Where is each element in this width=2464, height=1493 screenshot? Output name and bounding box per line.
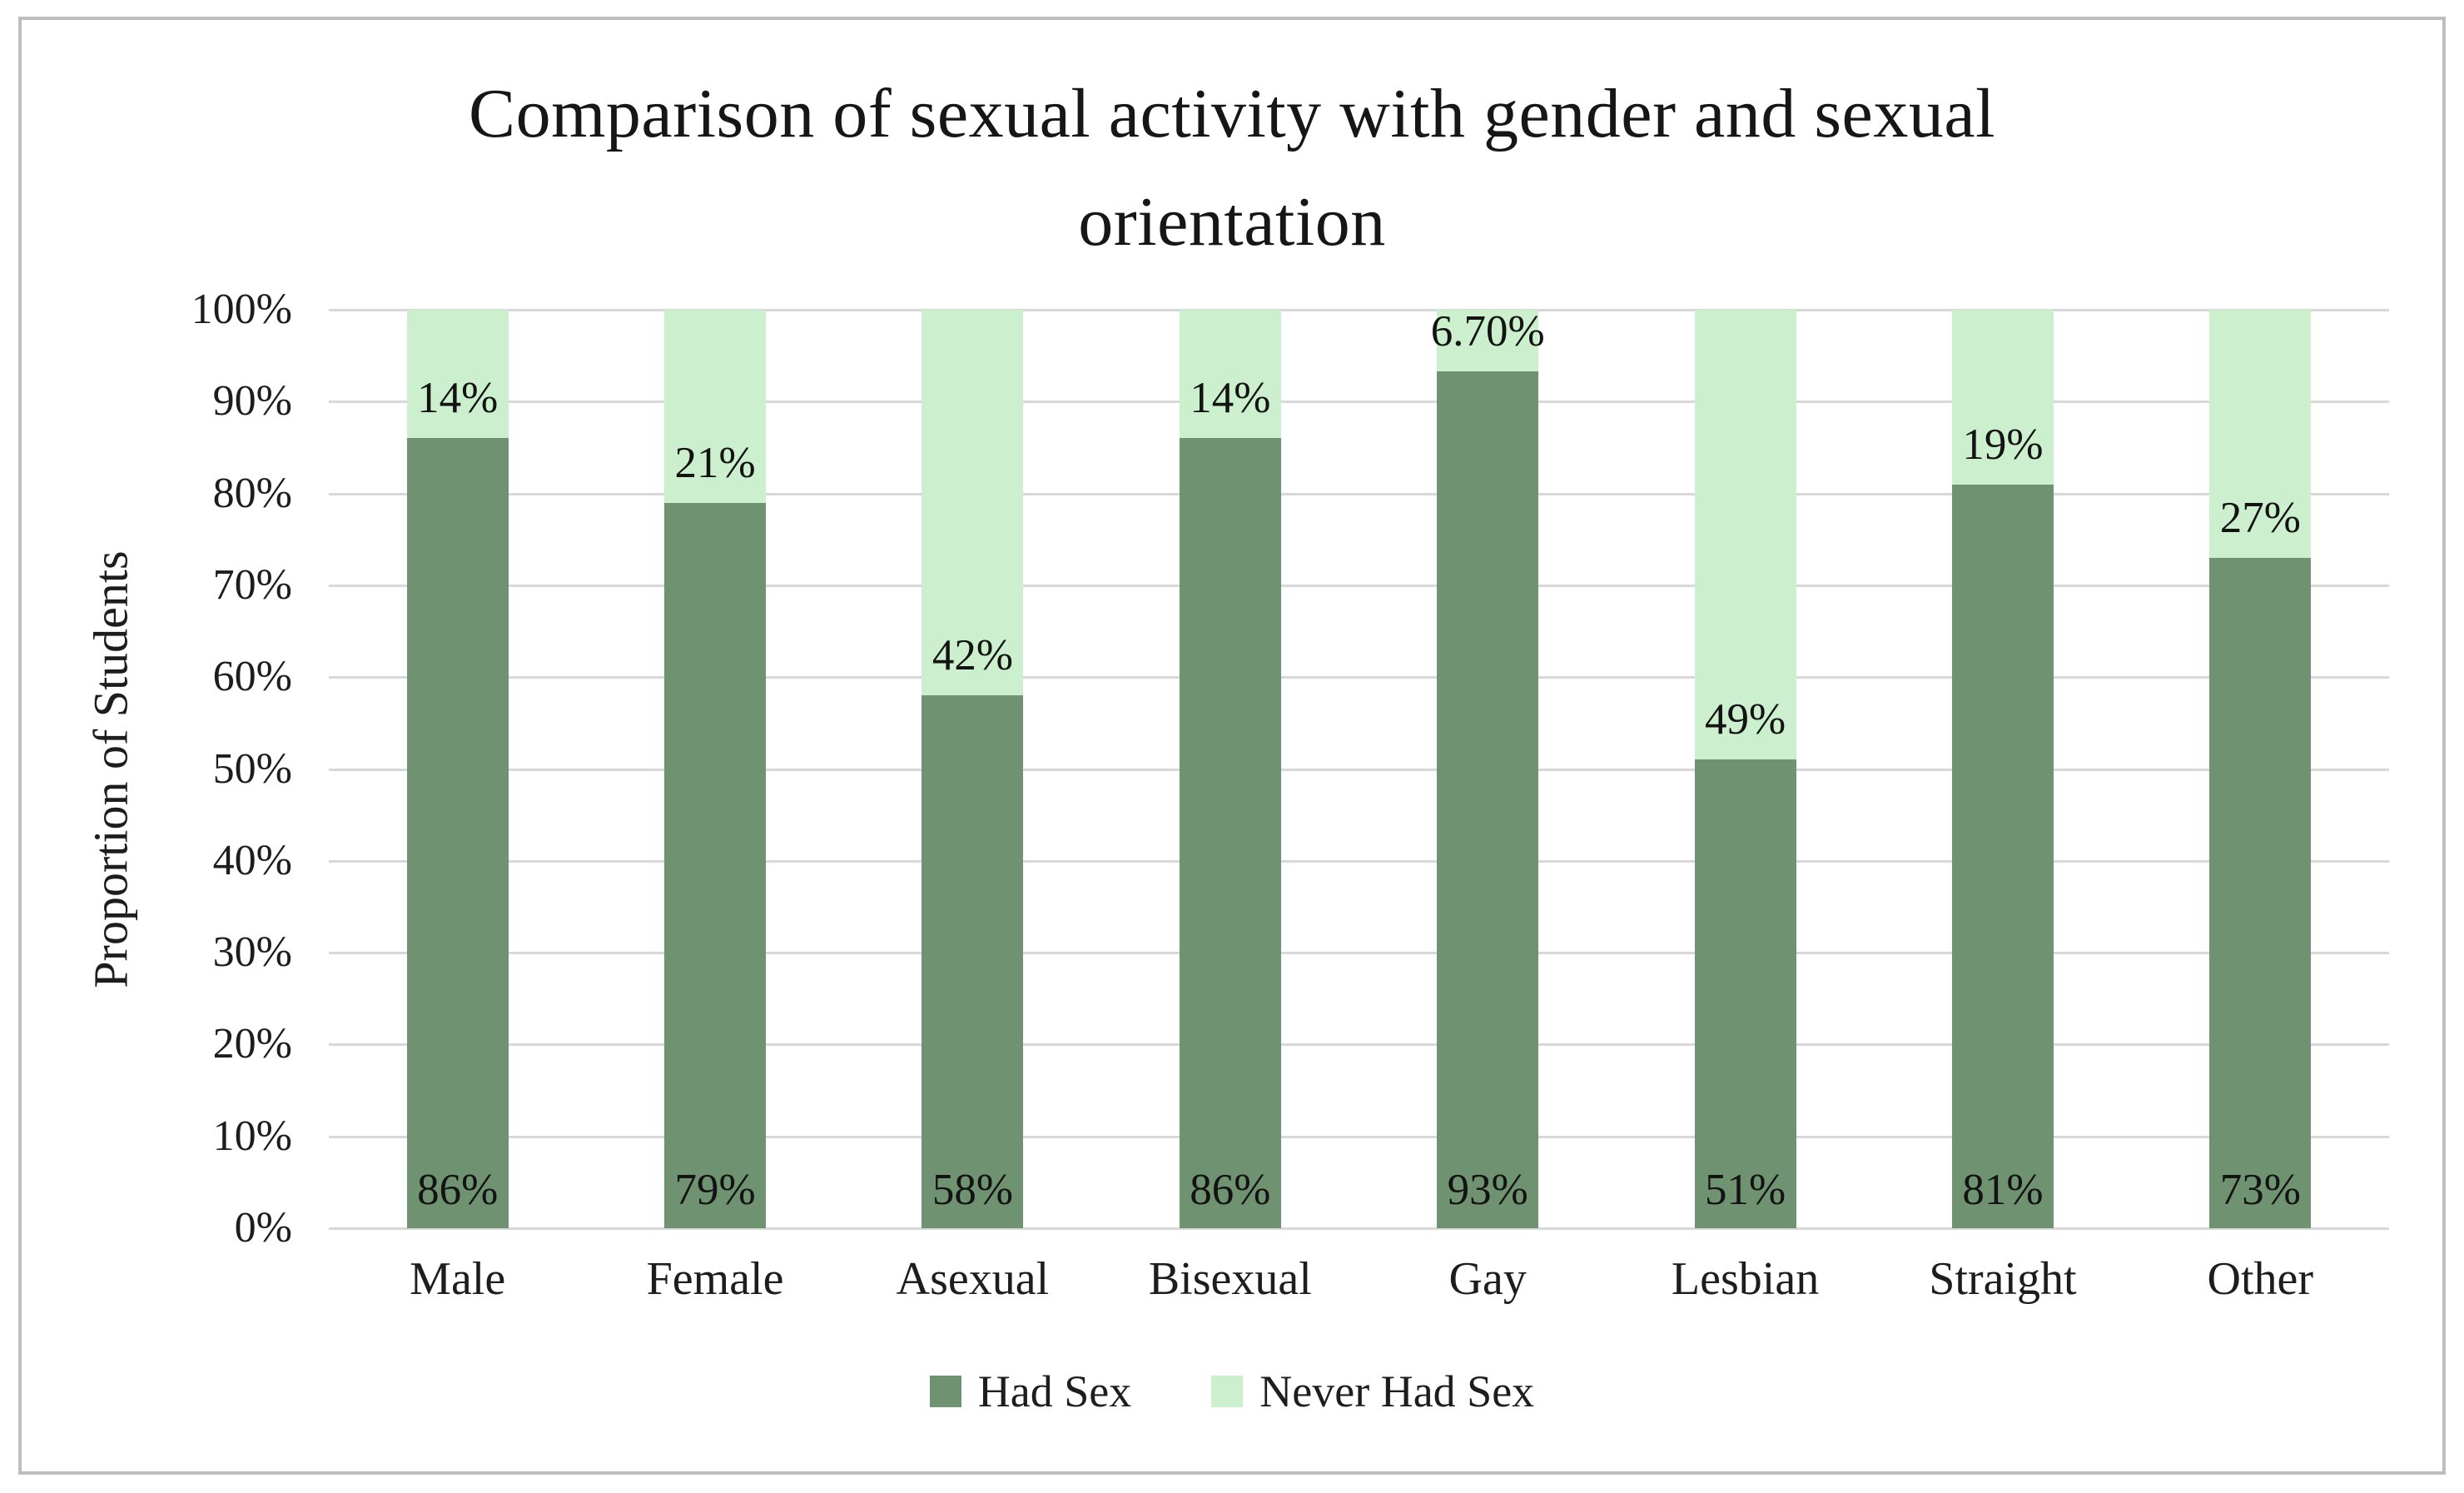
legend-swatch-had-sex [929, 1376, 961, 1407]
chart-title-line-1: Comparison of sexual activity with gende… [469, 75, 1995, 152]
never-had-sex-segment [922, 310, 1024, 696]
bar-group-lesbian: 51% 49% [1617, 310, 1874, 1228]
bar-straight: 81% 19% [1951, 310, 2054, 1228]
bar-female: 79% 21% [664, 310, 767, 1228]
had-sex-segment [1437, 371, 1539, 1228]
had-sex-label: 51% [1704, 1166, 1786, 1214]
x-tick-label-gay: Gay [1448, 1253, 1527, 1305]
chart-title: Comparison of sexual activity with gende… [191, 60, 2273, 276]
had-sex-segment [664, 502, 767, 1228]
never-had-sex-label: 14% [1190, 374, 1271, 423]
never-had-sex-segment [406, 310, 509, 439]
y-tick-label-70%: 70% [212, 560, 292, 609]
gridline-70% [329, 584, 2389, 587]
bar-lesbian: 51% 49% [1694, 310, 1796, 1228]
bar-other: 73% 27% [2209, 310, 2312, 1228]
y-tick-label-0%: 0% [234, 1204, 292, 1252]
never-had-sex-label: 14% [417, 374, 499, 423]
had-sex-label: 86% [417, 1166, 499, 1214]
never-had-sex-label: 21% [674, 438, 756, 487]
had-sex-segment [2209, 557, 2312, 1228]
y-tick-label-90%: 90% [212, 377, 292, 426]
x-tick-label-asexual: Asexual [896, 1253, 1050, 1305]
never-had-sex-label: 19% [1962, 420, 2044, 469]
y-tick-label-10%: 10% [212, 1112, 292, 1160]
had-sex-label: 73% [2219, 1166, 2301, 1214]
had-sex-segment [1694, 759, 1796, 1228]
had-sex-segment [922, 695, 1024, 1228]
legend-item-never-had-sex: Never Had Sex [1211, 1366, 1534, 1417]
had-sex-label: 79% [674, 1166, 756, 1214]
never-had-sex-segment [664, 310, 767, 503]
gridline-10% [329, 1135, 2389, 1138]
x-tick-label-female: Female [646, 1253, 784, 1305]
bar-group-male: 86% 14% [329, 310, 586, 1228]
never-had-sex-segment [1437, 310, 1539, 371]
gridline-50% [329, 768, 2389, 771]
y-tick-label-40%: 40% [212, 836, 292, 884]
had-sex-label: 86% [1190, 1166, 1271, 1214]
gridline-60% [329, 676, 2389, 679]
had-sex-label: 81% [1962, 1166, 2044, 1214]
had-sex-label: 58% [931, 1166, 1014, 1214]
bar-male: 86% 14% [406, 310, 509, 1228]
never-had-sex-label: 42% [931, 631, 1014, 680]
never-had-sex-label: 49% [1704, 695, 1786, 744]
bar-group-asexual: 58% 42% [844, 310, 1101, 1228]
legend-swatch-never-had-sex [1211, 1376, 1244, 1407]
gridline-30% [329, 952, 2389, 955]
x-tick-label-other: Other [2207, 1253, 2314, 1305]
gridline-90% [329, 401, 2389, 404]
legend-label: Had Sex [977, 1366, 1132, 1416]
bar-gay: 93% 6.70% [1431, 307, 1545, 1228]
chart-title-line-2: orientation [1078, 183, 1386, 261]
bar-group-gay: 93% 6.70% [1359, 307, 1617, 1228]
x-tick-label-male: Male [410, 1253, 506, 1305]
y-tick-label-100%: 100% [191, 286, 292, 333]
gridline-100% [329, 309, 2389, 311]
had-sex-label: 93% [1447, 1166, 1528, 1214]
had-sex-segment [406, 438, 509, 1228]
x-tick-label-straight: Straight [1929, 1253, 2077, 1305]
y-tick-label-50%: 50% [212, 744, 292, 793]
never-had-sex-label: 27% [2219, 493, 2301, 542]
y-tick-label-30%: 30% [212, 928, 292, 977]
y-tick-label-20%: 20% [212, 1020, 292, 1068]
gridline-20% [329, 1043, 2389, 1047]
legend: Had Sex Never Had Sex [0, 1366, 2464, 1417]
plot-area: Proportion of Students 0% 10% 20% 30% 40% 50%… [84, 286, 2389, 1305]
bar-group-straight: 81% 19% [1874, 310, 2131, 1228]
legend-item-had-sex: Had Sex [929, 1366, 1132, 1417]
legend-label: Never Had Sex [1259, 1366, 1535, 1416]
never-had-sex-label: 6.70% [1430, 306, 1545, 356]
y-tick-label-60%: 60% [212, 653, 292, 701]
x-tick-label-bisexual: Bisexual [1148, 1253, 1312, 1305]
never-had-sex-segment [1179, 310, 1281, 439]
bar-group-bisexual: 86% 14% [1101, 310, 1359, 1228]
never-had-sex-segment [1694, 310, 1796, 760]
bar-group-female: 79% 21% [586, 310, 843, 1228]
bar-bisexual: 86% 14% [1179, 310, 1281, 1228]
had-sex-segment [1179, 438, 1281, 1228]
bar-asexual: 58% 42% [922, 310, 1024, 1228]
x-tick-label-lesbian: Lesbian [1671, 1253, 1820, 1305]
bar-group-other: 73% 27% [2132, 310, 2389, 1228]
had-sex-segment [1951, 484, 2054, 1228]
gridline-40% [329, 859, 2389, 863]
gridline-0% [329, 1227, 2389, 1230]
y-tick-label-80%: 80% [212, 469, 292, 517]
never-had-sex-segment [1951, 310, 2054, 485]
gridline-80% [329, 492, 2389, 495]
x-axis-ticks: Male Female Asexual Bisexual Gay Lesbian Strai… [329, 1250, 2389, 1308]
never-had-sex-segment [2209, 310, 2312, 558]
